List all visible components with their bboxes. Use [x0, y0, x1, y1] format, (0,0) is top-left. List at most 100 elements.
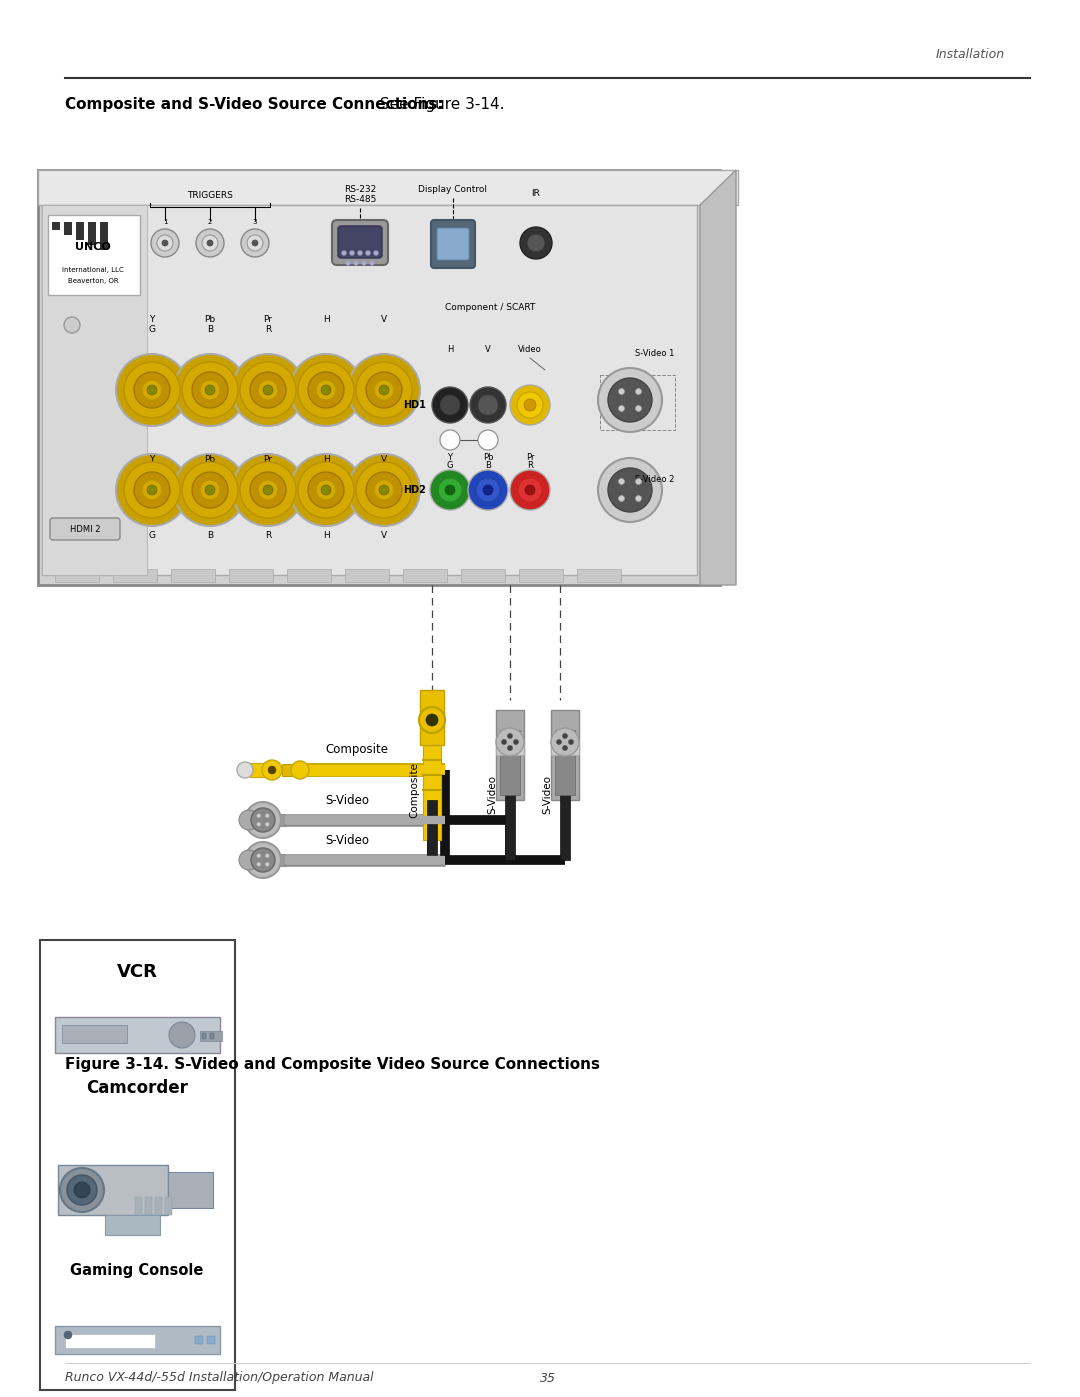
Text: H: H: [323, 455, 329, 464]
Circle shape: [619, 479, 624, 485]
Circle shape: [262, 760, 282, 780]
Circle shape: [483, 485, 492, 495]
Circle shape: [356, 462, 411, 518]
Text: H: H: [323, 531, 329, 539]
Text: Y: Y: [447, 454, 453, 462]
Circle shape: [134, 372, 170, 408]
Text: International, LLC: International, LLC: [63, 267, 124, 272]
Circle shape: [568, 739, 573, 745]
Circle shape: [266, 862, 269, 866]
Circle shape: [200, 380, 220, 400]
Circle shape: [266, 823, 269, 826]
Circle shape: [476, 478, 500, 502]
Circle shape: [635, 405, 642, 412]
Bar: [345, 569, 389, 583]
Text: B: B: [207, 531, 213, 539]
Circle shape: [353, 260, 359, 265]
Circle shape: [239, 810, 259, 830]
Circle shape: [195, 229, 224, 257]
Bar: [267, 814, 285, 826]
Text: HD1: HD1: [404, 400, 427, 409]
Bar: [496, 710, 524, 800]
Text: V: V: [381, 316, 387, 324]
Circle shape: [257, 854, 260, 858]
Circle shape: [508, 733, 513, 739]
Circle shape: [357, 250, 363, 256]
Circle shape: [298, 362, 354, 418]
Circle shape: [379, 386, 389, 395]
Bar: [76, 222, 84, 240]
Bar: [496, 740, 524, 754]
Bar: [210, 1032, 214, 1039]
Circle shape: [445, 485, 455, 495]
Circle shape: [379, 485, 389, 495]
Text: Pb: Pb: [204, 316, 216, 324]
Bar: [577, 569, 621, 583]
Bar: [165, 1197, 172, 1215]
Circle shape: [510, 386, 550, 425]
Circle shape: [202, 235, 218, 251]
Text: R: R: [527, 461, 532, 471]
Text: 3: 3: [253, 219, 257, 225]
Circle shape: [563, 746, 567, 750]
Circle shape: [174, 353, 246, 426]
FancyBboxPatch shape: [338, 226, 382, 258]
Circle shape: [598, 367, 662, 432]
Circle shape: [147, 386, 157, 395]
Circle shape: [619, 496, 624, 502]
Circle shape: [619, 405, 624, 412]
Bar: [423, 710, 441, 840]
Bar: [267, 854, 285, 866]
Circle shape: [308, 372, 345, 408]
Circle shape: [518, 478, 542, 502]
Text: S-Video: S-Video: [325, 834, 369, 847]
Circle shape: [251, 848, 275, 872]
Circle shape: [134, 472, 170, 509]
Circle shape: [513, 739, 518, 745]
Circle shape: [366, 472, 402, 509]
FancyBboxPatch shape: [50, 518, 120, 541]
Circle shape: [635, 496, 642, 502]
Bar: [420, 690, 444, 745]
Text: IR: IR: [531, 189, 540, 197]
Text: R: R: [265, 531, 271, 539]
Circle shape: [478, 430, 498, 450]
Circle shape: [240, 462, 296, 518]
Circle shape: [291, 454, 362, 527]
Text: Pr: Pr: [264, 455, 272, 464]
Bar: [229, 569, 273, 583]
FancyBboxPatch shape: [431, 219, 475, 268]
Circle shape: [438, 478, 462, 502]
Bar: [461, 569, 505, 583]
Text: RS-232: RS-232: [343, 186, 376, 194]
Circle shape: [430, 469, 470, 510]
Circle shape: [64, 1331, 72, 1338]
Bar: [87, 222, 96, 244]
Circle shape: [252, 240, 258, 246]
Text: H: H: [447, 345, 454, 355]
Text: UNCO: UNCO: [76, 242, 111, 251]
Text: S-Video: S-Video: [325, 793, 369, 806]
Circle shape: [524, 400, 536, 411]
Text: 35: 35: [540, 1372, 556, 1384]
Circle shape: [563, 733, 567, 739]
Circle shape: [174, 454, 246, 527]
Text: Installation: Installation: [936, 49, 1005, 61]
Circle shape: [64, 317, 80, 332]
Circle shape: [470, 387, 507, 423]
Bar: [282, 764, 300, 775]
Circle shape: [608, 379, 652, 422]
Circle shape: [525, 485, 535, 495]
Bar: [287, 569, 330, 583]
Bar: [52, 222, 60, 231]
Circle shape: [257, 862, 260, 866]
Circle shape: [116, 454, 188, 527]
Bar: [62, 1025, 127, 1044]
Bar: [135, 1197, 141, 1215]
Bar: [55, 1017, 220, 1053]
Bar: [40, 940, 235, 1390]
Circle shape: [249, 472, 286, 509]
Bar: [64, 222, 72, 235]
Circle shape: [298, 462, 354, 518]
Circle shape: [440, 430, 460, 450]
